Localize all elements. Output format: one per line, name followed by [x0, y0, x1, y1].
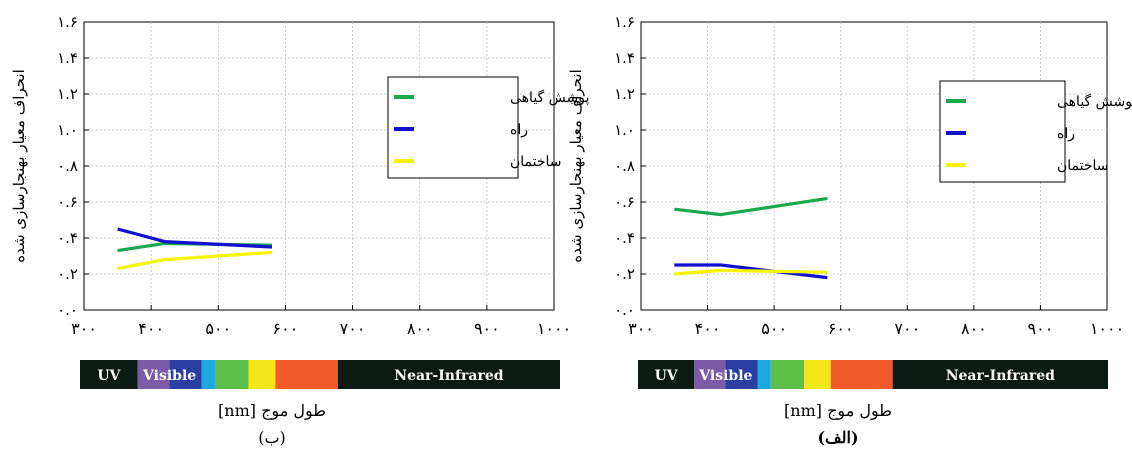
panel-caption: (ب): [258, 428, 286, 447]
x-tick-label: ۷۰۰: [894, 319, 920, 338]
y-tick-label: ۱.۲: [57, 85, 78, 103]
x-tick-label: ۹۰۰: [474, 319, 500, 338]
uv-label: UV: [655, 368, 679, 384]
spectrum-segment: [275, 360, 338, 389]
x-tick-label: ۶۰۰: [273, 319, 299, 338]
y-tick-label: ۰.۶: [57, 193, 78, 211]
spectrum-bar: UV Visible Near-Infrared: [638, 360, 1108, 389]
y-tick-label: ۱.۴: [57, 49, 78, 67]
spectrum-segment: [201, 360, 215, 389]
x-tick-label: ۴۰۰: [138, 319, 164, 338]
spectrum-segment: [830, 360, 893, 389]
nir-label: Near-Infrared: [946, 368, 1055, 384]
x-tick-label: ۱۰۰۰: [537, 319, 571, 338]
y-tick-label: ۱.۰: [614, 121, 635, 139]
x-tick-label: ۴۰۰: [695, 319, 721, 338]
x-tick-label: ۷۰۰: [340, 319, 366, 338]
y-tick-label: ۰.۰: [57, 301, 78, 319]
spectrum-segment: [725, 360, 758, 389]
spectrum-segment: [214, 360, 249, 389]
spectrum-segment: [248, 360, 276, 389]
x-tick-label: ۳۰۰: [71, 319, 97, 338]
spectrum-segment: [694, 360, 726, 389]
x-tick-label: ۹۰۰: [1028, 319, 1054, 338]
series-line-0: [674, 196, 828, 217]
spectrum-segment: [770, 360, 805, 389]
y-tick-label: ۱.۴: [614, 49, 635, 67]
series-line-2: [117, 250, 273, 271]
series-line-1: [674, 263, 828, 280]
x-tick-label: ۸۰۰: [961, 319, 987, 338]
y-tick-label: ۰.۲: [57, 265, 78, 283]
y-axis-label: انحراف معیار بهنجارسازی شده: [10, 69, 28, 262]
spectrum-segment: [638, 360, 695, 389]
y-axis-label: انحراف معیار بهنجارسازی شده: [567, 69, 585, 262]
y-tick-label: ۱.۰: [57, 121, 78, 139]
chart-panel-left: ۳۰۰ ۴۰۰ ۵۰۰ ۶۰۰ ۷۰۰ ۸۰۰ ۹۰۰ ۱۰۰۰ ۰.۰ ۰.۲ ۰.۴ ۰.۶ ۰.۸…: [10, 13, 589, 447]
x-tick-label: ۵۰۰: [761, 319, 787, 338]
y-tick-label: ۰.۴: [614, 229, 635, 247]
visible-label: Visible: [142, 368, 196, 384]
x-tick-label: ۶۰۰: [828, 319, 854, 338]
y-tick-label: ۱.۶: [614, 13, 635, 31]
legend-label: راه: [1057, 126, 1075, 142]
series-line-1: [117, 227, 273, 249]
x-tick-label: ۱۰۰۰: [1090, 319, 1124, 338]
y-tick-label: ۰.۰: [614, 301, 635, 319]
legend-label: ساختمان: [510, 154, 562, 170]
spectrum-segment: [169, 360, 202, 389]
x-axis-label: طول موج [nm]: [784, 401, 892, 420]
visible-label: Visible: [698, 368, 752, 384]
x-tick-label: ۵۰۰: [205, 319, 231, 338]
spectrum-segment: [137, 360, 170, 389]
legend-label: ساختمان: [1057, 158, 1109, 174]
x-tick-label: ۳۰۰: [628, 319, 654, 338]
y-tick-label: ۰.۶: [614, 193, 635, 211]
legend-label: راه: [510, 122, 528, 138]
spectrum-segment: [80, 360, 138, 389]
y-tick-label: ۱.۶: [57, 13, 78, 31]
spectrum-segment: [337, 360, 560, 389]
x-tick-label: ۸۰۰: [407, 319, 433, 338]
y-tick-label: ۱.۲: [614, 85, 635, 103]
legend-label: پوشش گیاهی: [510, 89, 589, 106]
nir-label: Near-Infrared: [394, 368, 503, 384]
series-line-2: [674, 268, 828, 276]
legend-label: پوشش گیاهی: [1057, 93, 1132, 110]
y-tick-label: ۰.۸: [614, 157, 635, 175]
uv-label: UV: [97, 368, 121, 384]
spectrum-bar: UV Visible Near-Infrared: [80, 360, 560, 389]
chart-panel-right: ۳۰۰ ۴۰۰ ۵۰۰ ۶۰۰ ۷۰۰ ۸۰۰ ۹۰۰ ۱۰۰۰ ۰.۰ ۰.۲ ۰.۴ ۰.۶ ۰.۸…: [567, 13, 1132, 447]
spectrum-segment: [804, 360, 831, 389]
x-axis-label: طول موج [nm]: [218, 401, 326, 420]
y-tick-label: ۰.۲: [614, 265, 635, 283]
y-tick-label: ۰.۸: [57, 157, 78, 175]
spectrum-segment: [892, 360, 1108, 389]
panel-caption: (الف): [817, 428, 858, 447]
spectrum-segment: [757, 360, 771, 389]
y-tick-label: ۰.۴: [57, 229, 78, 247]
